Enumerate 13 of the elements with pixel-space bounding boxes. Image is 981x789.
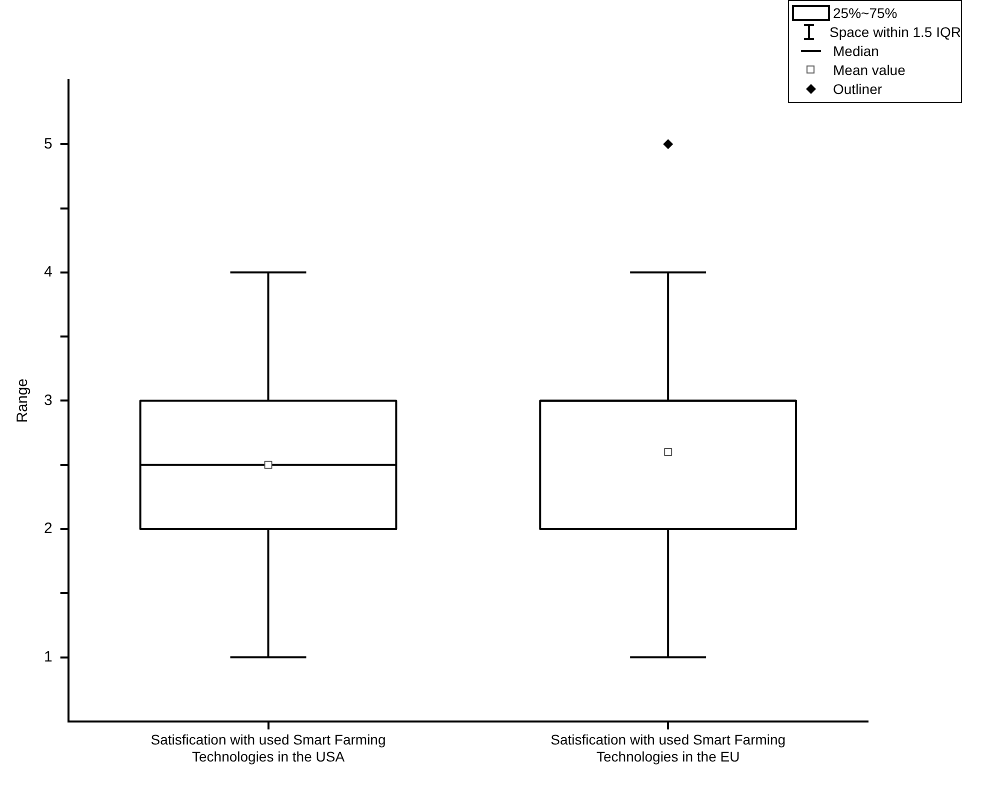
y-tick-label: 4	[44, 264, 52, 281]
text: Median	[833, 42, 879, 58]
y-tick-label: 5	[44, 135, 52, 152]
text: 25%~75%	[833, 4, 898, 20]
y-tick-label: 2	[44, 520, 52, 538]
y-axis-title: Range	[14, 378, 32, 423]
y-tick-label: 1	[44, 648, 52, 666]
x-tick-label: Satisfication with used Smart Farming Technologies in the EU	[550, 732, 786, 764]
annotation: Outliner	[833, 80, 882, 96]
y-tick-label: 3	[44, 392, 52, 409]
x-tick-label: Satisfication with used Smart Farming Technologies in the USA	[150, 732, 386, 764]
text: Mean value	[833, 62, 906, 78]
text: Space within 1.5 IQR	[829, 24, 961, 40]
